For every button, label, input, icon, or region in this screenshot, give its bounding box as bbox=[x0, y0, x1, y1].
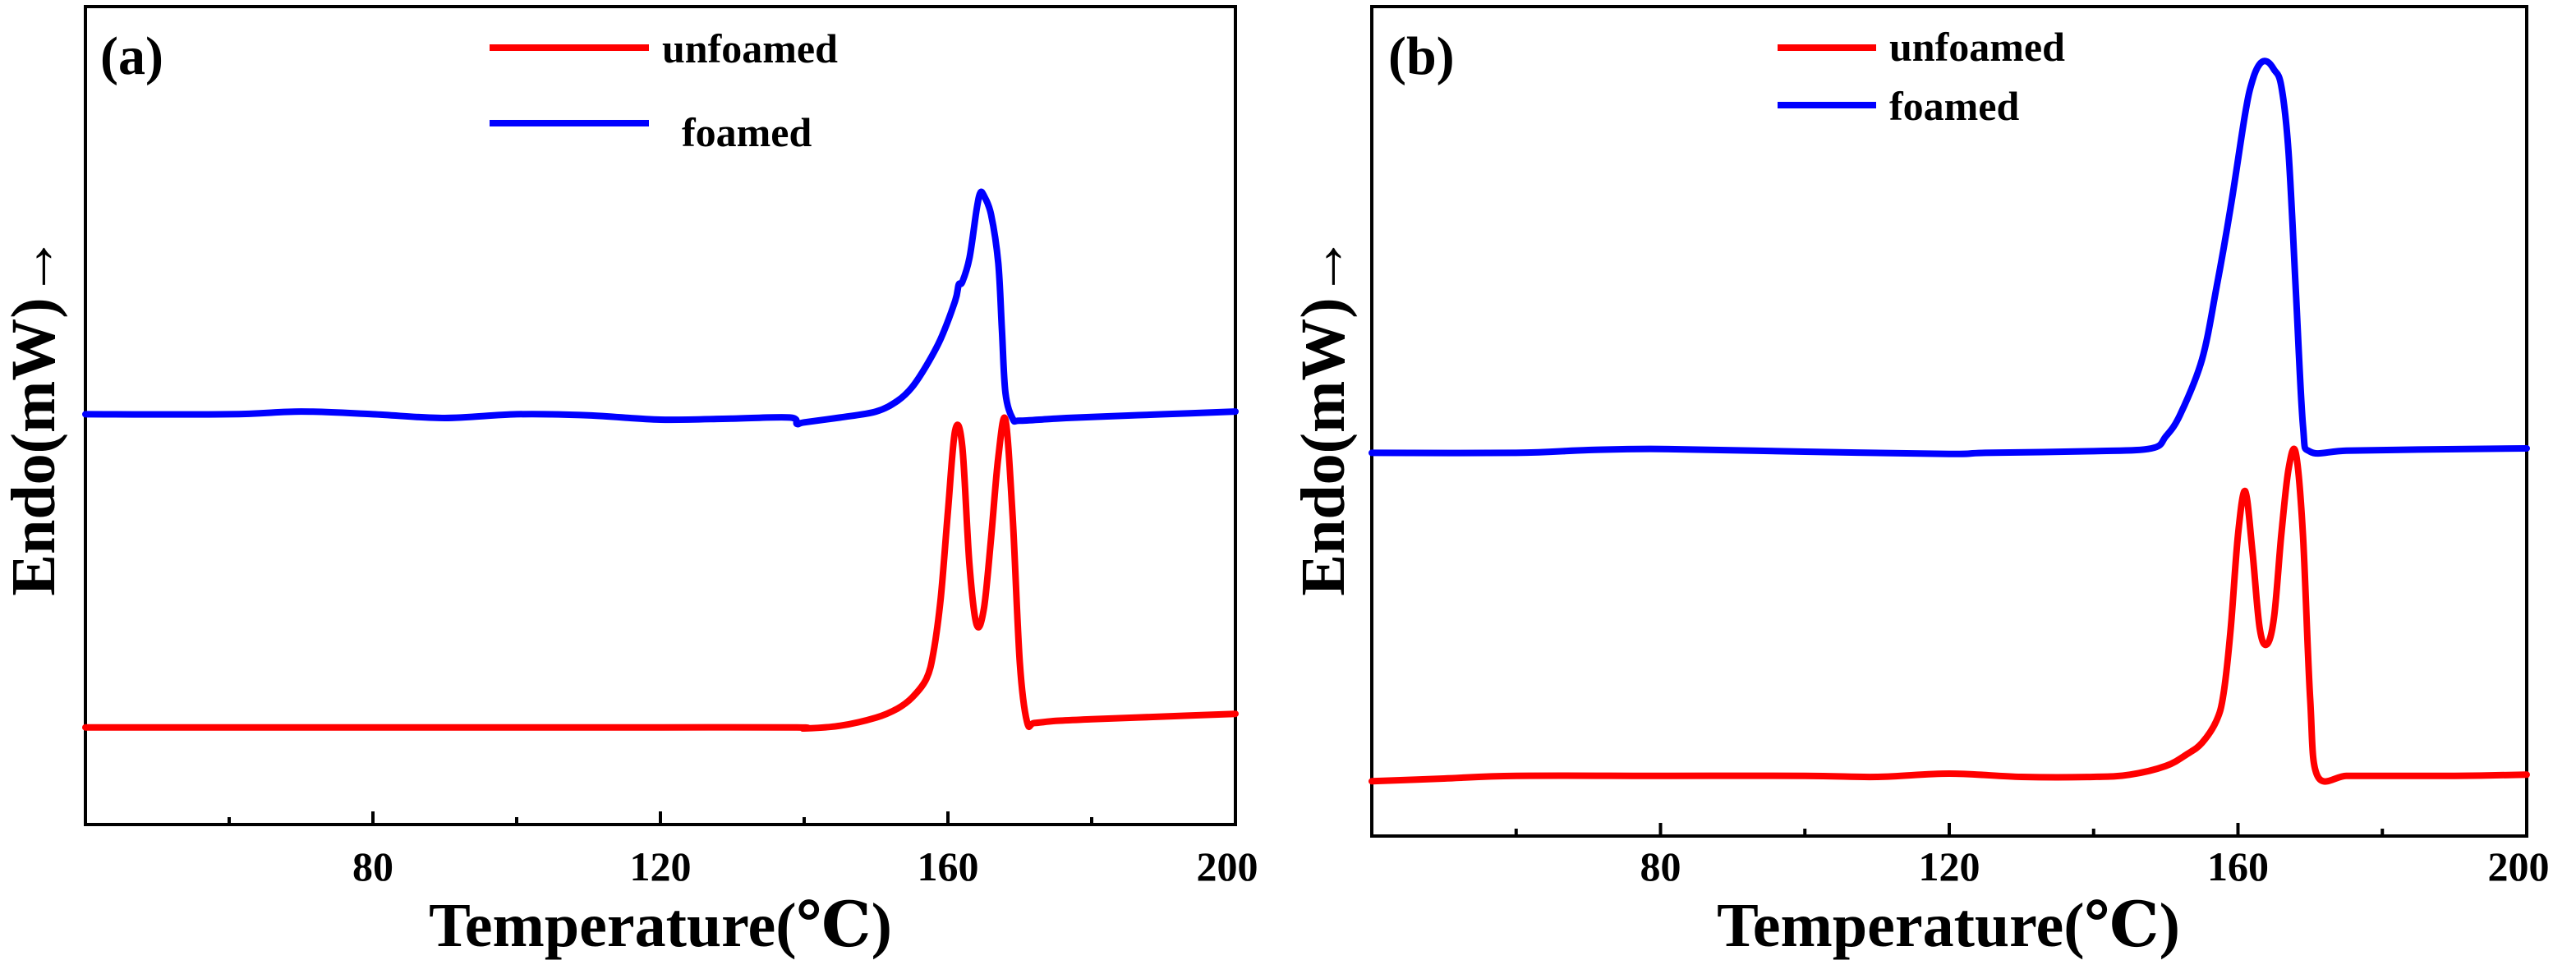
series-line-foamed-b bbox=[1368, 57, 2530, 457]
x-tick-label-a: 120 bbox=[630, 843, 692, 889]
x-tick-label-a: 160 bbox=[918, 843, 979, 889]
x-axis-title-b: Temperature(℃) bbox=[1717, 891, 2180, 960]
panel-label-a: (a) bbox=[100, 26, 163, 86]
series-line-unfoamed-b bbox=[1368, 445, 2530, 785]
y-axis-title-a: Endo(mW)→ bbox=[0, 235, 68, 595]
x-tick-label-b: 120 bbox=[1919, 843, 1980, 889]
panel-label-b: (b) bbox=[1388, 26, 1455, 86]
x-axis-tick-labels-a: 80 120 160 200 bbox=[352, 843, 1258, 889]
x-axis-title-a: Temperature(℃) bbox=[429, 891, 892, 960]
x-tick-label-b: 80 bbox=[1640, 843, 1681, 889]
curves-b bbox=[1368, 57, 2530, 785]
legend-label-foamed-b: foamed bbox=[1889, 83, 2019, 129]
panel-b: 80 120 160 200 (b) unfoamed foamed Temperat… bbox=[1289, 5, 2550, 960]
series-line-unfoamed-a bbox=[82, 414, 1239, 733]
x-tick-label-b: 160 bbox=[2207, 843, 2269, 889]
legend-label-unfoamed-b: unfoamed bbox=[1889, 24, 2065, 70]
x-axis-ticks-a bbox=[228, 811, 1237, 825]
y-axis-title-b: Endo(mW)→ bbox=[1289, 235, 1358, 595]
panel-a: 80 120 160 200 (a) unfoamed foamed Temperat… bbox=[0, 5, 1258, 960]
x-tick-label-a: 80 bbox=[352, 843, 393, 889]
x-axis-ticks-b bbox=[1514, 823, 2528, 836]
legend-label-foamed-a: foamed bbox=[682, 109, 812, 155]
plot-frame-b bbox=[1370, 5, 2528, 838]
curves-a bbox=[82, 188, 1239, 733]
series-line-foamed-a bbox=[82, 188, 1239, 428]
x-tick-label-b: 200 bbox=[2488, 843, 2550, 889]
legend-label-unfoamed-a: unfoamed bbox=[662, 25, 838, 71]
x-axis-tick-labels-b: 80 120 160 200 bbox=[1640, 843, 2550, 889]
x-tick-label-a: 200 bbox=[1197, 843, 1258, 889]
